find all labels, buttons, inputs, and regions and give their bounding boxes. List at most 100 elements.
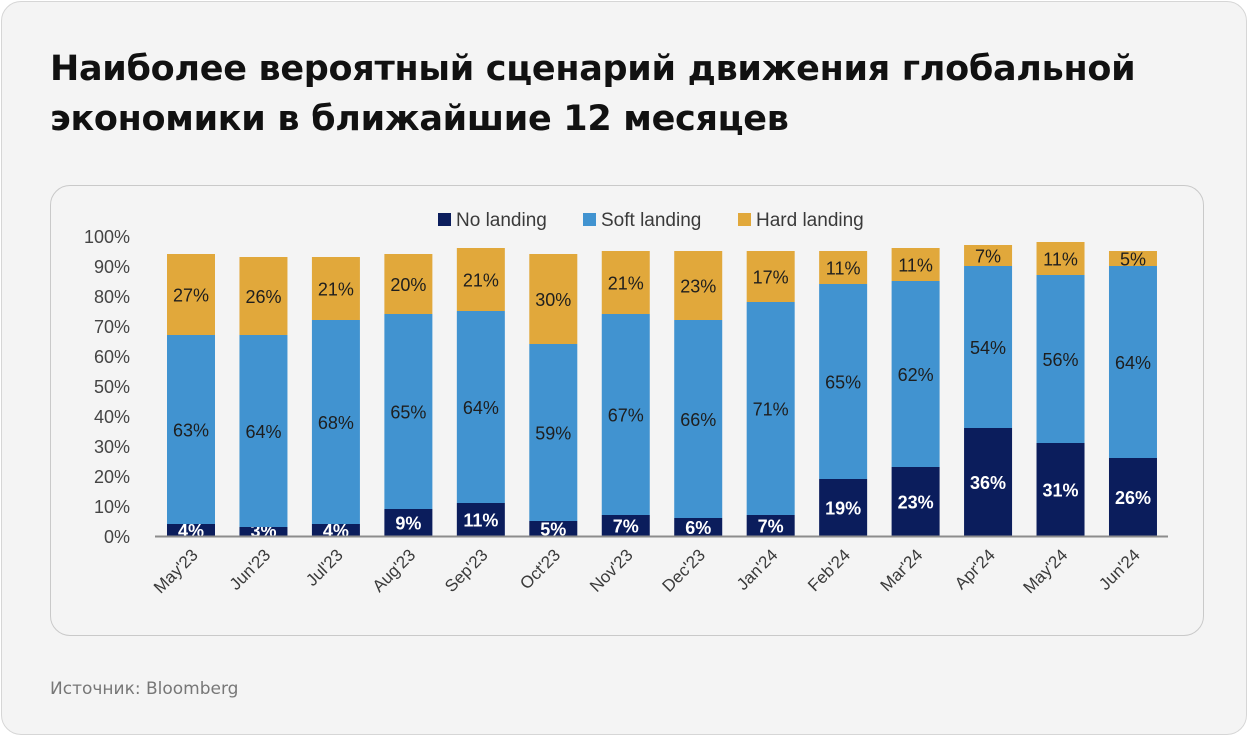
x-tick-label: May'24 — [1020, 545, 1072, 597]
data-label: 54% — [970, 338, 1006, 358]
bar-segment-soft-landing — [601, 314, 650, 515]
bar-stack: 5% 59% 30% — [529, 254, 578, 540]
bar-segment-no-landing — [819, 479, 868, 536]
data-label: 17% — [753, 268, 789, 288]
data-label: 11% — [826, 259, 861, 279]
y-tick-label: 40% — [94, 407, 130, 427]
data-label: 68% — [318, 413, 354, 433]
bar-segment-soft-landing — [1036, 275, 1085, 443]
data-label: 26% — [1115, 488, 1151, 508]
data-label: 23% — [898, 493, 934, 513]
bar-segment-no-landing — [1108, 458, 1157, 536]
bar-stack: 11% 64% 21% — [456, 248, 505, 536]
data-label: 71% — [753, 400, 789, 420]
bar-segment-soft-landing — [819, 284, 868, 479]
legend-swatch — [583, 213, 596, 226]
x-tick-label: Sep'23 — [441, 545, 491, 595]
bar-segment-no-landing — [311, 524, 360, 536]
data-label: 21% — [608, 274, 644, 294]
chart-legend: No landing Soft landing Hard landing — [438, 210, 864, 231]
bar-stack: 9% 65% 20% — [384, 254, 433, 536]
y-tick-label: 20% — [94, 467, 130, 487]
legend-label: Soft landing — [601, 210, 701, 231]
data-label: 11% — [1043, 250, 1078, 270]
data-label: 64% — [245, 422, 281, 442]
data-label: 21% — [463, 271, 499, 291]
bar-stack: 26% 64% 5% — [1108, 250, 1157, 536]
data-label: 7% — [613, 517, 639, 537]
bar-segment-soft-landing — [167, 335, 215, 524]
data-label: 11% — [898, 256, 933, 276]
x-tick-label: May'23 — [150, 545, 202, 597]
legend-label: Hard landing — [756, 210, 864, 231]
legend-item-hard-landing: Hard landing — [738, 210, 864, 231]
data-label: 30% — [535, 290, 571, 310]
y-tick-label: 60% — [94, 347, 130, 367]
bar-segment-soft-landing — [456, 311, 505, 503]
bar-segment-hard-landing — [384, 254, 433, 314]
bar-segment-no-landing — [964, 428, 1013, 536]
data-label: 67% — [608, 406, 644, 426]
bar-segment-soft-landing — [239, 335, 288, 527]
bar-segment-hard-landing — [239, 257, 288, 335]
bar-stack: 4%63%27% — [167, 254, 215, 541]
legend-label: No landing — [456, 210, 547, 231]
source-note: Источник: Bloomberg — [50, 679, 239, 699]
bars: 4%63%27%3%64%26%4%68%21%9%65%20%11%64%21… — [167, 242, 1157, 541]
data-label: 64% — [463, 398, 499, 418]
bar-stack: 7% 71% 17% — [746, 251, 795, 537]
bar-segment-hard-landing — [746, 251, 795, 302]
x-tick-label: Feb'24 — [804, 545, 854, 595]
x-axis: May'23 Jun'23 Jul'23 Aug'23 Sep'23 Oct'23 Nov'… — [150, 545, 1144, 597]
bar-stack: 7% 67% 21% — [601, 251, 650, 537]
y-tick-label: 30% — [94, 437, 130, 457]
y-tick-label: 100% — [84, 227, 130, 247]
bar-segment-soft-landing — [311, 320, 360, 524]
bar-segment-hard-landing — [167, 254, 215, 335]
y-tick-label: 90% — [94, 257, 130, 277]
bar-segment-soft-landing — [891, 281, 940, 467]
x-tick-label: Aug'23 — [369, 545, 419, 595]
data-label: 36% — [970, 473, 1006, 493]
data-label: 5% — [540, 520, 566, 540]
data-label: 31% — [1043, 481, 1079, 501]
bar-segment-no-landing — [891, 467, 940, 536]
x-tick-label: Oct'23 — [516, 545, 564, 593]
x-tick-label: Mar'24 — [877, 545, 927, 595]
legend-item-no-landing: No landing — [438, 210, 547, 231]
bar-segment-no-landing — [529, 521, 578, 536]
bar-segment-soft-landing — [674, 320, 723, 518]
data-label: 7% — [975, 247, 1001, 267]
bar-segment-hard-landing — [311, 257, 360, 320]
x-tick-label: Jun'24 — [1095, 545, 1143, 593]
data-label: 63% — [173, 421, 209, 441]
data-label: 66% — [680, 410, 716, 430]
y-tick-label: 80% — [94, 287, 130, 307]
bar-segment-hard-landing — [1108, 251, 1157, 266]
data-label: 59% — [535, 424, 571, 444]
bar-segment-hard-landing — [674, 251, 723, 320]
y-tick-label: 70% — [94, 317, 130, 337]
bar-segment-hard-landing — [891, 248, 940, 281]
bar-stack: 6% 66% 23% — [674, 251, 723, 538]
y-tick-label: 10% — [94, 497, 130, 517]
data-label: 7% — [758, 517, 784, 537]
page-title: Наиболее вероятный сценарий движения гло… — [50, 49, 1136, 139]
data-label: 21% — [318, 280, 354, 300]
bar-segment-hard-landing — [819, 251, 868, 284]
bar-segment-soft-landing — [1108, 266, 1157, 458]
data-label: 6% — [685, 518, 711, 538]
bar-segment-no-landing — [167, 524, 215, 536]
x-tick-label: Jan'24 — [733, 545, 781, 593]
bar-segment-no-landing — [239, 527, 288, 536]
bar-segment-hard-landing — [601, 251, 650, 314]
bar-segment-no-landing — [384, 509, 433, 536]
data-label: 62% — [898, 365, 934, 385]
x-tick-label: Dec'23 — [659, 545, 709, 595]
data-label: 64% — [1115, 353, 1151, 373]
x-tick-label: Apr'24 — [951, 545, 999, 593]
bar-stack: 4%68%21% — [311, 257, 360, 541]
data-label: 65% — [390, 403, 426, 423]
bar-stack: 36% 54% 7% — [964, 245, 1013, 536]
bar-segment-soft-landing — [746, 302, 795, 515]
